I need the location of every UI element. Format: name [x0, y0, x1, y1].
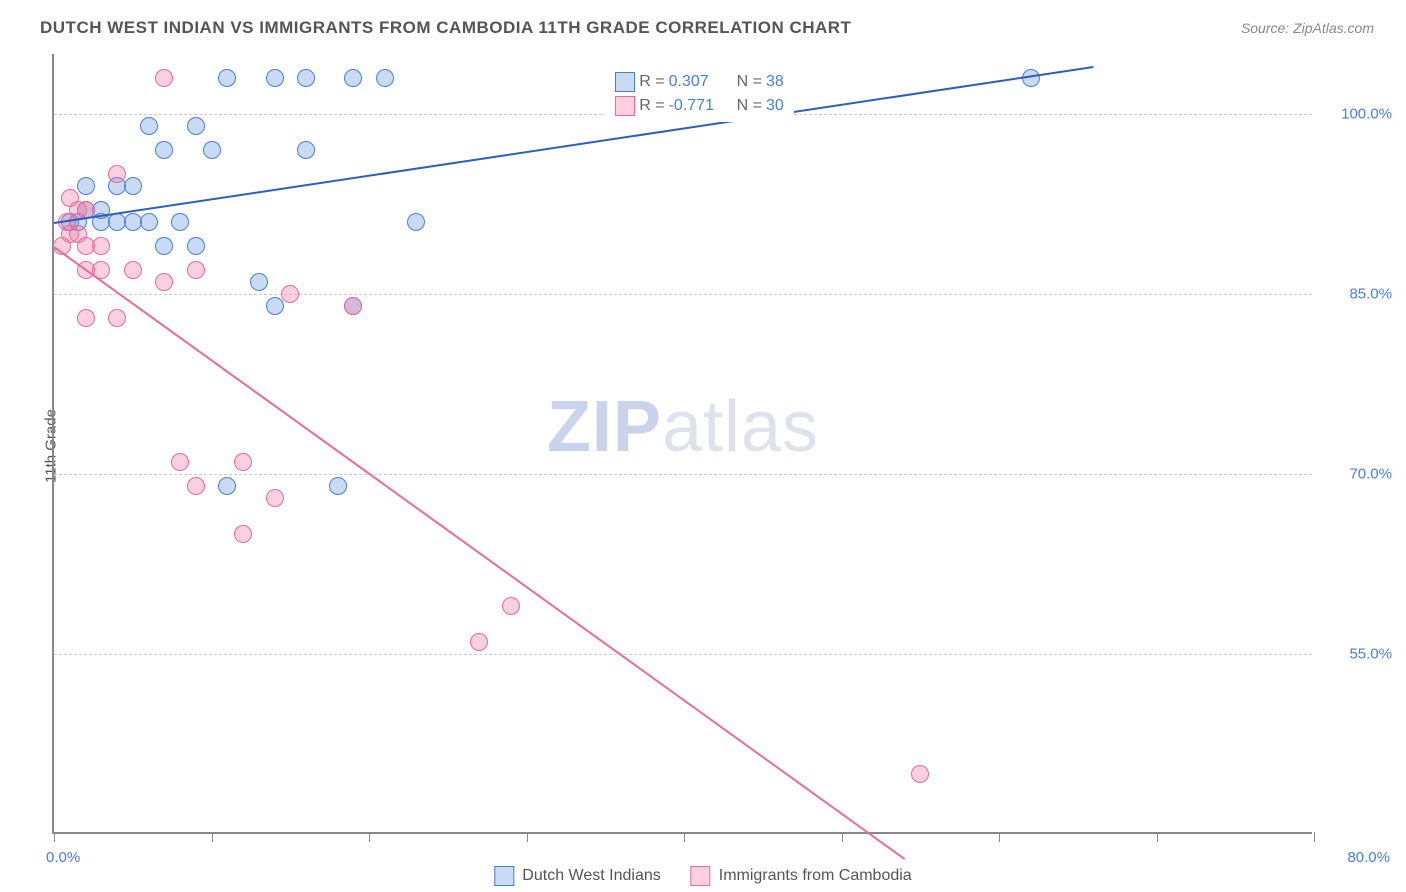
data-point: [911, 765, 929, 783]
data-point: [108, 165, 126, 183]
data-point: [92, 237, 110, 255]
data-point: [266, 297, 284, 315]
data-point: [108, 309, 126, 327]
data-point: [155, 273, 173, 291]
data-point: [155, 141, 173, 159]
data-point: [77, 177, 95, 195]
n-label: N =: [737, 97, 762, 115]
data-point: [140, 117, 158, 135]
data-point: [407, 213, 425, 231]
watermark-bold: ZIP: [547, 387, 662, 467]
x-tick: [684, 832, 685, 842]
plot-area: ZIPatlas 55.0%70.0%85.0%100.0%0.0%80.0% …: [52, 54, 1312, 834]
legend-item-dutch: Dutch West Indians: [494, 866, 660, 886]
data-point: [234, 453, 252, 471]
data-point: [234, 525, 252, 543]
data-point: [329, 477, 347, 495]
data-point: [376, 69, 394, 87]
data-point: [502, 597, 520, 615]
data-point: [218, 477, 236, 495]
x-tick: [527, 832, 528, 842]
stats-legend-row: R = -0.771 N = 30: [615, 94, 783, 118]
r-label: R =: [639, 73, 664, 91]
data-point: [344, 297, 362, 315]
data-point: [297, 69, 315, 87]
r-value: -0.771: [669, 97, 733, 115]
data-point: [187, 261, 205, 279]
data-point: [297, 141, 315, 159]
data-point: [77, 309, 95, 327]
data-point: [218, 69, 236, 87]
legend-item-cambodia: Immigrants from Cambodia: [691, 866, 912, 886]
watermark: ZIPatlas: [547, 386, 819, 468]
data-point: [187, 477, 205, 495]
legend-label: Dutch West Indians: [522, 867, 660, 885]
x-tick: [842, 832, 843, 842]
r-value: 0.307: [669, 73, 733, 91]
stats-legend: R = 0.307 N = 38 R = -0.771 N = 30: [605, 66, 793, 122]
legend-label: Immigrants from Cambodia: [719, 867, 912, 885]
trend-line: [53, 246, 905, 860]
data-point: [266, 489, 284, 507]
x-tick-label-max: 80.0%: [1320, 849, 1390, 866]
data-point: [187, 237, 205, 255]
x-tick: [999, 832, 1000, 842]
x-tick: [1314, 832, 1315, 842]
data-point: [124, 261, 142, 279]
gridline: [54, 294, 1312, 295]
data-point: [171, 453, 189, 471]
gridline: [54, 654, 1312, 655]
legend-swatch-icon: [615, 72, 635, 92]
y-tick-label: 55.0%: [1322, 646, 1392, 663]
bottom-legend: Dutch West Indians Immigrants from Cambo…: [494, 866, 911, 886]
data-point: [470, 633, 488, 651]
x-tick-label-min: 0.0%: [46, 849, 80, 866]
n-value: 38: [766, 73, 784, 91]
r-label: R =: [639, 97, 664, 115]
legend-swatch-icon: [691, 866, 711, 886]
data-point: [155, 69, 173, 87]
watermark-rest: atlas: [662, 387, 819, 467]
legend-swatch-icon: [615, 96, 635, 116]
data-point: [124, 177, 142, 195]
gridline: [54, 474, 1312, 475]
x-tick: [212, 832, 213, 842]
stats-legend-row: R = 0.307 N = 38: [615, 70, 783, 94]
data-point: [171, 213, 189, 231]
x-tick: [1157, 832, 1158, 842]
x-tick: [369, 832, 370, 842]
data-point: [140, 213, 158, 231]
chart-title: DUTCH WEST INDIAN VS IMMIGRANTS FROM CAM…: [40, 18, 851, 38]
data-point: [266, 69, 284, 87]
y-tick-label: 85.0%: [1322, 286, 1392, 303]
n-value: 30: [766, 97, 784, 115]
data-point: [281, 285, 299, 303]
x-tick: [54, 832, 55, 842]
data-point: [203, 141, 221, 159]
source-attribution: Source: ZipAtlas.com: [1241, 20, 1374, 36]
legend-swatch-icon: [494, 866, 514, 886]
data-point: [155, 237, 173, 255]
data-point: [344, 69, 362, 87]
y-tick-label: 70.0%: [1322, 466, 1392, 483]
data-point: [187, 117, 205, 135]
data-point: [250, 273, 268, 291]
y-tick-label: 100.0%: [1322, 106, 1392, 123]
n-label: N =: [737, 73, 762, 91]
